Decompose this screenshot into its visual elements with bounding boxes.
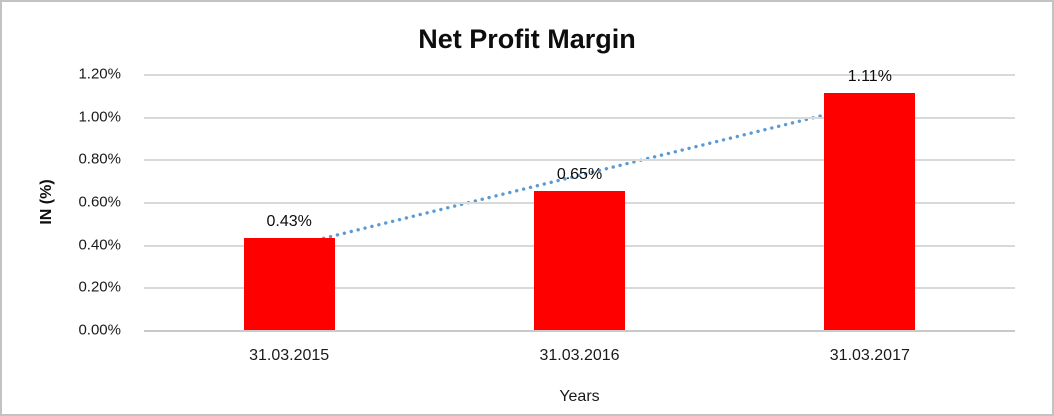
y-tick-label: 1.00% xyxy=(78,108,121,126)
y-tick-label: 0.20% xyxy=(78,278,121,296)
x-axis-title: Years xyxy=(559,388,600,405)
bar-value-label: 0.65% xyxy=(556,166,603,184)
plot-area xyxy=(144,74,1015,332)
x-axis-line xyxy=(144,330,1015,332)
bar-value-label: 0.43% xyxy=(266,213,312,231)
chart-title: Net Profit Margin xyxy=(418,24,636,54)
y-tick-label: 0.80% xyxy=(78,150,121,168)
x-tick-label: 31.03.2016 xyxy=(539,347,620,364)
x-tick-label: 31.03.2017 xyxy=(829,347,910,364)
bar-31.03.2016 xyxy=(534,191,625,330)
y-tick-label: 0.00% xyxy=(78,321,121,339)
gridline xyxy=(144,159,1015,162)
linear-trendline xyxy=(287,102,872,249)
bar-31.03.2017 xyxy=(824,93,916,330)
x-tick-label: 31.03.2015 xyxy=(249,347,330,364)
gridline xyxy=(144,74,1015,76)
y-tick-label: 1.20% xyxy=(78,65,121,83)
bar-31.03.2015 xyxy=(243,238,335,330)
trendline-layer xyxy=(287,102,872,249)
y-tick-label: 0.60% xyxy=(78,193,121,211)
y-tick-label: 0.40% xyxy=(78,236,121,254)
bar-value-label: 1.11% xyxy=(847,68,892,86)
gridline xyxy=(144,116,1015,119)
